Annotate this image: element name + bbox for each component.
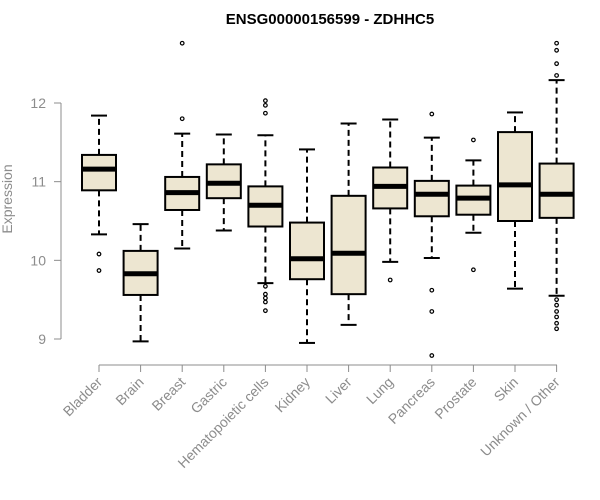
x-tick-label: Breast <box>148 374 188 414</box>
x-tick-label: Bladder <box>60 374 106 420</box>
outlier-point <box>554 326 559 332</box>
y-axis-ticks: 9 10 11 12 <box>30 95 61 347</box>
outlier-point <box>263 98 268 104</box>
outlier-point <box>387 277 393 283</box>
outlier-point <box>263 110 268 116</box>
outlier-point <box>263 102 268 108</box>
outlier-point <box>179 116 185 122</box>
box-group <box>247 98 284 314</box>
box-group <box>455 137 492 273</box>
x-tick-label: Liver <box>322 374 355 407</box>
outlier-point <box>554 73 559 78</box>
outlier-point <box>179 40 185 46</box>
y-axis-label: Expression <box>0 164 15 233</box>
x-tick-label: Prostate <box>431 374 479 422</box>
box-group <box>164 40 201 250</box>
iqr-box <box>289 221 325 281</box>
iqr-box <box>330 194 367 296</box>
boxes-layer <box>81 40 575 358</box>
outlier-point <box>263 295 268 301</box>
box-group <box>330 122 367 326</box>
y-tick-label: 12 <box>30 95 46 111</box>
x-tick-label: Skin <box>491 374 522 405</box>
outlier-point <box>263 308 268 314</box>
box-group <box>538 40 575 332</box>
box-group <box>497 111 533 290</box>
box-group <box>205 133 242 232</box>
outlier-point <box>263 283 268 289</box>
x-tick-label: Brain <box>112 374 146 408</box>
outlier-point <box>263 291 268 297</box>
iqr-box <box>413 179 450 218</box>
outlier-point <box>96 251 102 257</box>
iqr-box <box>538 162 575 219</box>
box-group <box>372 118 409 283</box>
outlier-point <box>554 309 559 314</box>
x-tick-label: Kidney <box>272 374 314 416</box>
outlier-point <box>429 309 435 314</box>
outlier-point <box>429 287 435 293</box>
outlier-point <box>429 353 435 358</box>
iqr-box <box>497 131 533 223</box>
outlier-point <box>471 137 476 143</box>
box-group <box>289 148 325 344</box>
y-tick-label: 9 <box>38 331 46 347</box>
box-group <box>81 114 117 273</box>
y-tick-label: 10 <box>30 252 46 268</box>
outlier-point <box>429 111 435 117</box>
chart-title: ENSG00000156599 - ZDHHC5 <box>226 11 434 28</box>
outlier-point <box>554 320 559 326</box>
outlier-point <box>554 40 559 46</box>
outlier-point <box>554 61 559 67</box>
outlier-point <box>554 314 559 320</box>
outlier-point <box>554 302 559 308</box>
iqr-box <box>81 153 117 192</box>
box-group <box>122 223 159 343</box>
x-tick-label: Unknown / Other <box>477 374 563 460</box>
x-tick-label: Lung <box>363 374 396 407</box>
y-tick-label: 11 <box>31 174 46 190</box>
outlier-point <box>263 299 268 305</box>
outlier-point <box>554 297 559 303</box>
outlier-point <box>554 47 559 53</box>
box-group <box>413 111 450 358</box>
outlier-point <box>471 267 476 273</box>
outlier-point <box>96 268 102 273</box>
